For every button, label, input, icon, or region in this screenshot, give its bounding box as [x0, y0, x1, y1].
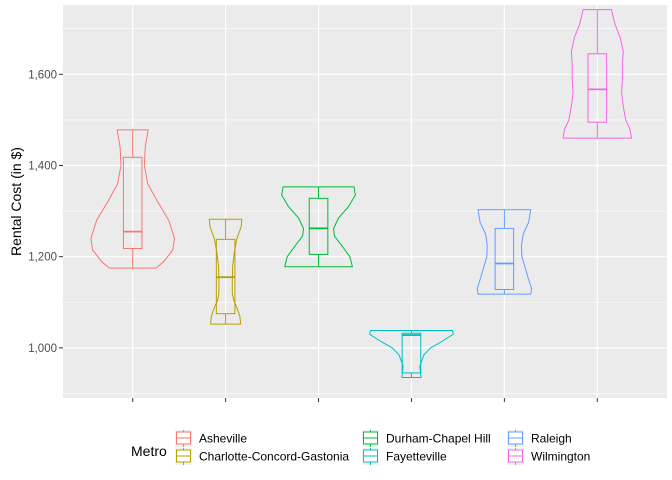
- violin-outline: [281, 186, 356, 268]
- violin-group-durham-chapel-hill: [281, 186, 356, 268]
- violin-outline: [562, 9, 633, 139]
- violin-group-fayetteville: [369, 330, 454, 378]
- legend-item-wilmington: Wilmington: [507, 448, 590, 465]
- legend: Metro Asheville Charlotte-Concord-Gastoni…: [131, 430, 590, 465]
- legend-item-charlotte-concord-gastonia: Charlotte-Concord-Gastonia: [175, 448, 349, 465]
- iqr-box: [122, 156, 143, 249]
- panel-background: [63, 5, 667, 398]
- iqr-box: [587, 53, 608, 123]
- iqr-box: [308, 197, 329, 255]
- legend-label: Charlotte-Concord-Gastonia: [199, 450, 349, 464]
- y-tick-label: 1,000: [28, 343, 57, 355]
- violin-group-wilmington: [562, 9, 633, 139]
- legend-item-raleigh: Raleigh: [507, 430, 572, 447]
- legend-label: Wilmington: [531, 450, 590, 464]
- legend-label: Asheville: [199, 432, 247, 446]
- violin-outline: [90, 129, 175, 269]
- violin-group-charlotte-concord-gastonia: [208, 218, 243, 325]
- axes: 1,000 1,200 1,400 1,600: [28, 69, 598, 402]
- iqr-box: [401, 332, 422, 374]
- violin-group-asheville: [90, 129, 175, 269]
- legend-label: Raleigh: [531, 432, 572, 446]
- y-tick-label: 1,600: [28, 69, 57, 81]
- y-tick-label: 1,200: [28, 252, 57, 264]
- legend-label: Fayetteville: [386, 450, 447, 464]
- violin-outline: [476, 209, 533, 295]
- violin-group-raleigh: [476, 209, 533, 295]
- legend-item-durham-chapel-hill: Durham-Chapel Hill: [362, 430, 491, 447]
- legend-title: Metro: [131, 443, 167, 459]
- y-tick-label: 1,400: [28, 160, 57, 172]
- legend-item-fayetteville: Fayetteville: [362, 448, 447, 465]
- legend-item-asheville: Asheville: [175, 430, 247, 447]
- legend-label: Durham-Chapel Hill: [386, 432, 491, 446]
- violins: [90, 9, 633, 378]
- y-axis-title: Rental Cost (in $): [8, 147, 24, 256]
- iqr-box: [494, 227, 515, 290]
